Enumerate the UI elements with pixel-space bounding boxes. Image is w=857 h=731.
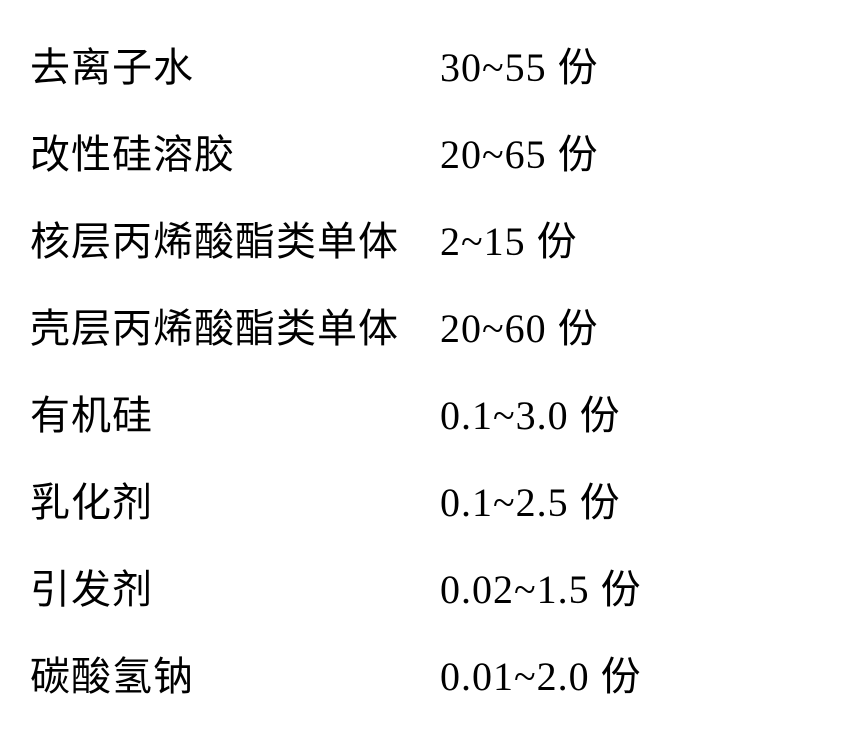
table-row: 核层丙烯酸酯类单体 2~15 份: [30, 194, 827, 281]
ingredient-label: 改性硅溶胶: [30, 122, 440, 180]
ingredient-value: 0.1~3.0 份: [440, 383, 621, 441]
ingredient-value: 30~55 份: [440, 35, 599, 93]
table-row: 有机硅 0.1~3.0 份: [30, 368, 827, 455]
table-row: 碳酸氢钠 0.01~2.0 份: [30, 629, 827, 716]
table-row: 引发剂 0.02~1.5 份: [30, 542, 827, 629]
ingredient-label: 壳层丙烯酸酯类单体: [30, 296, 440, 354]
ingredient-label: 引发剂: [30, 557, 440, 615]
ingredient-value: 0.01~2.0 份: [440, 644, 642, 702]
ingredient-label: 碳酸氢钠: [30, 644, 440, 702]
ingredient-value: 20~65 份: [440, 122, 599, 180]
table-row: 壳层丙烯酸酯类单体 20~60 份: [30, 281, 827, 368]
table-row: 改性硅溶胶 20~65 份: [30, 107, 827, 194]
ingredient-value: 0.02~1.5 份: [440, 557, 642, 615]
ingredient-label: 有机硅: [30, 383, 440, 441]
ingredient-label: 乳化剂: [30, 470, 440, 528]
table-row: 去离子水 30~55 份: [30, 20, 827, 107]
ingredient-value: 0.1~2.5 份: [440, 470, 621, 528]
ingredient-value: 2~15 份: [440, 209, 578, 267]
composition-table: 去离子水 30~55 份 改性硅溶胶 20~65 份 核层丙烯酸酯类单体 2~1…: [30, 20, 827, 716]
table-row: 乳化剂 0.1~2.5 份: [30, 455, 827, 542]
ingredient-label: 核层丙烯酸酯类单体: [30, 209, 440, 267]
ingredient-label: 去离子水: [30, 35, 440, 93]
ingredient-value: 20~60 份: [440, 296, 599, 354]
